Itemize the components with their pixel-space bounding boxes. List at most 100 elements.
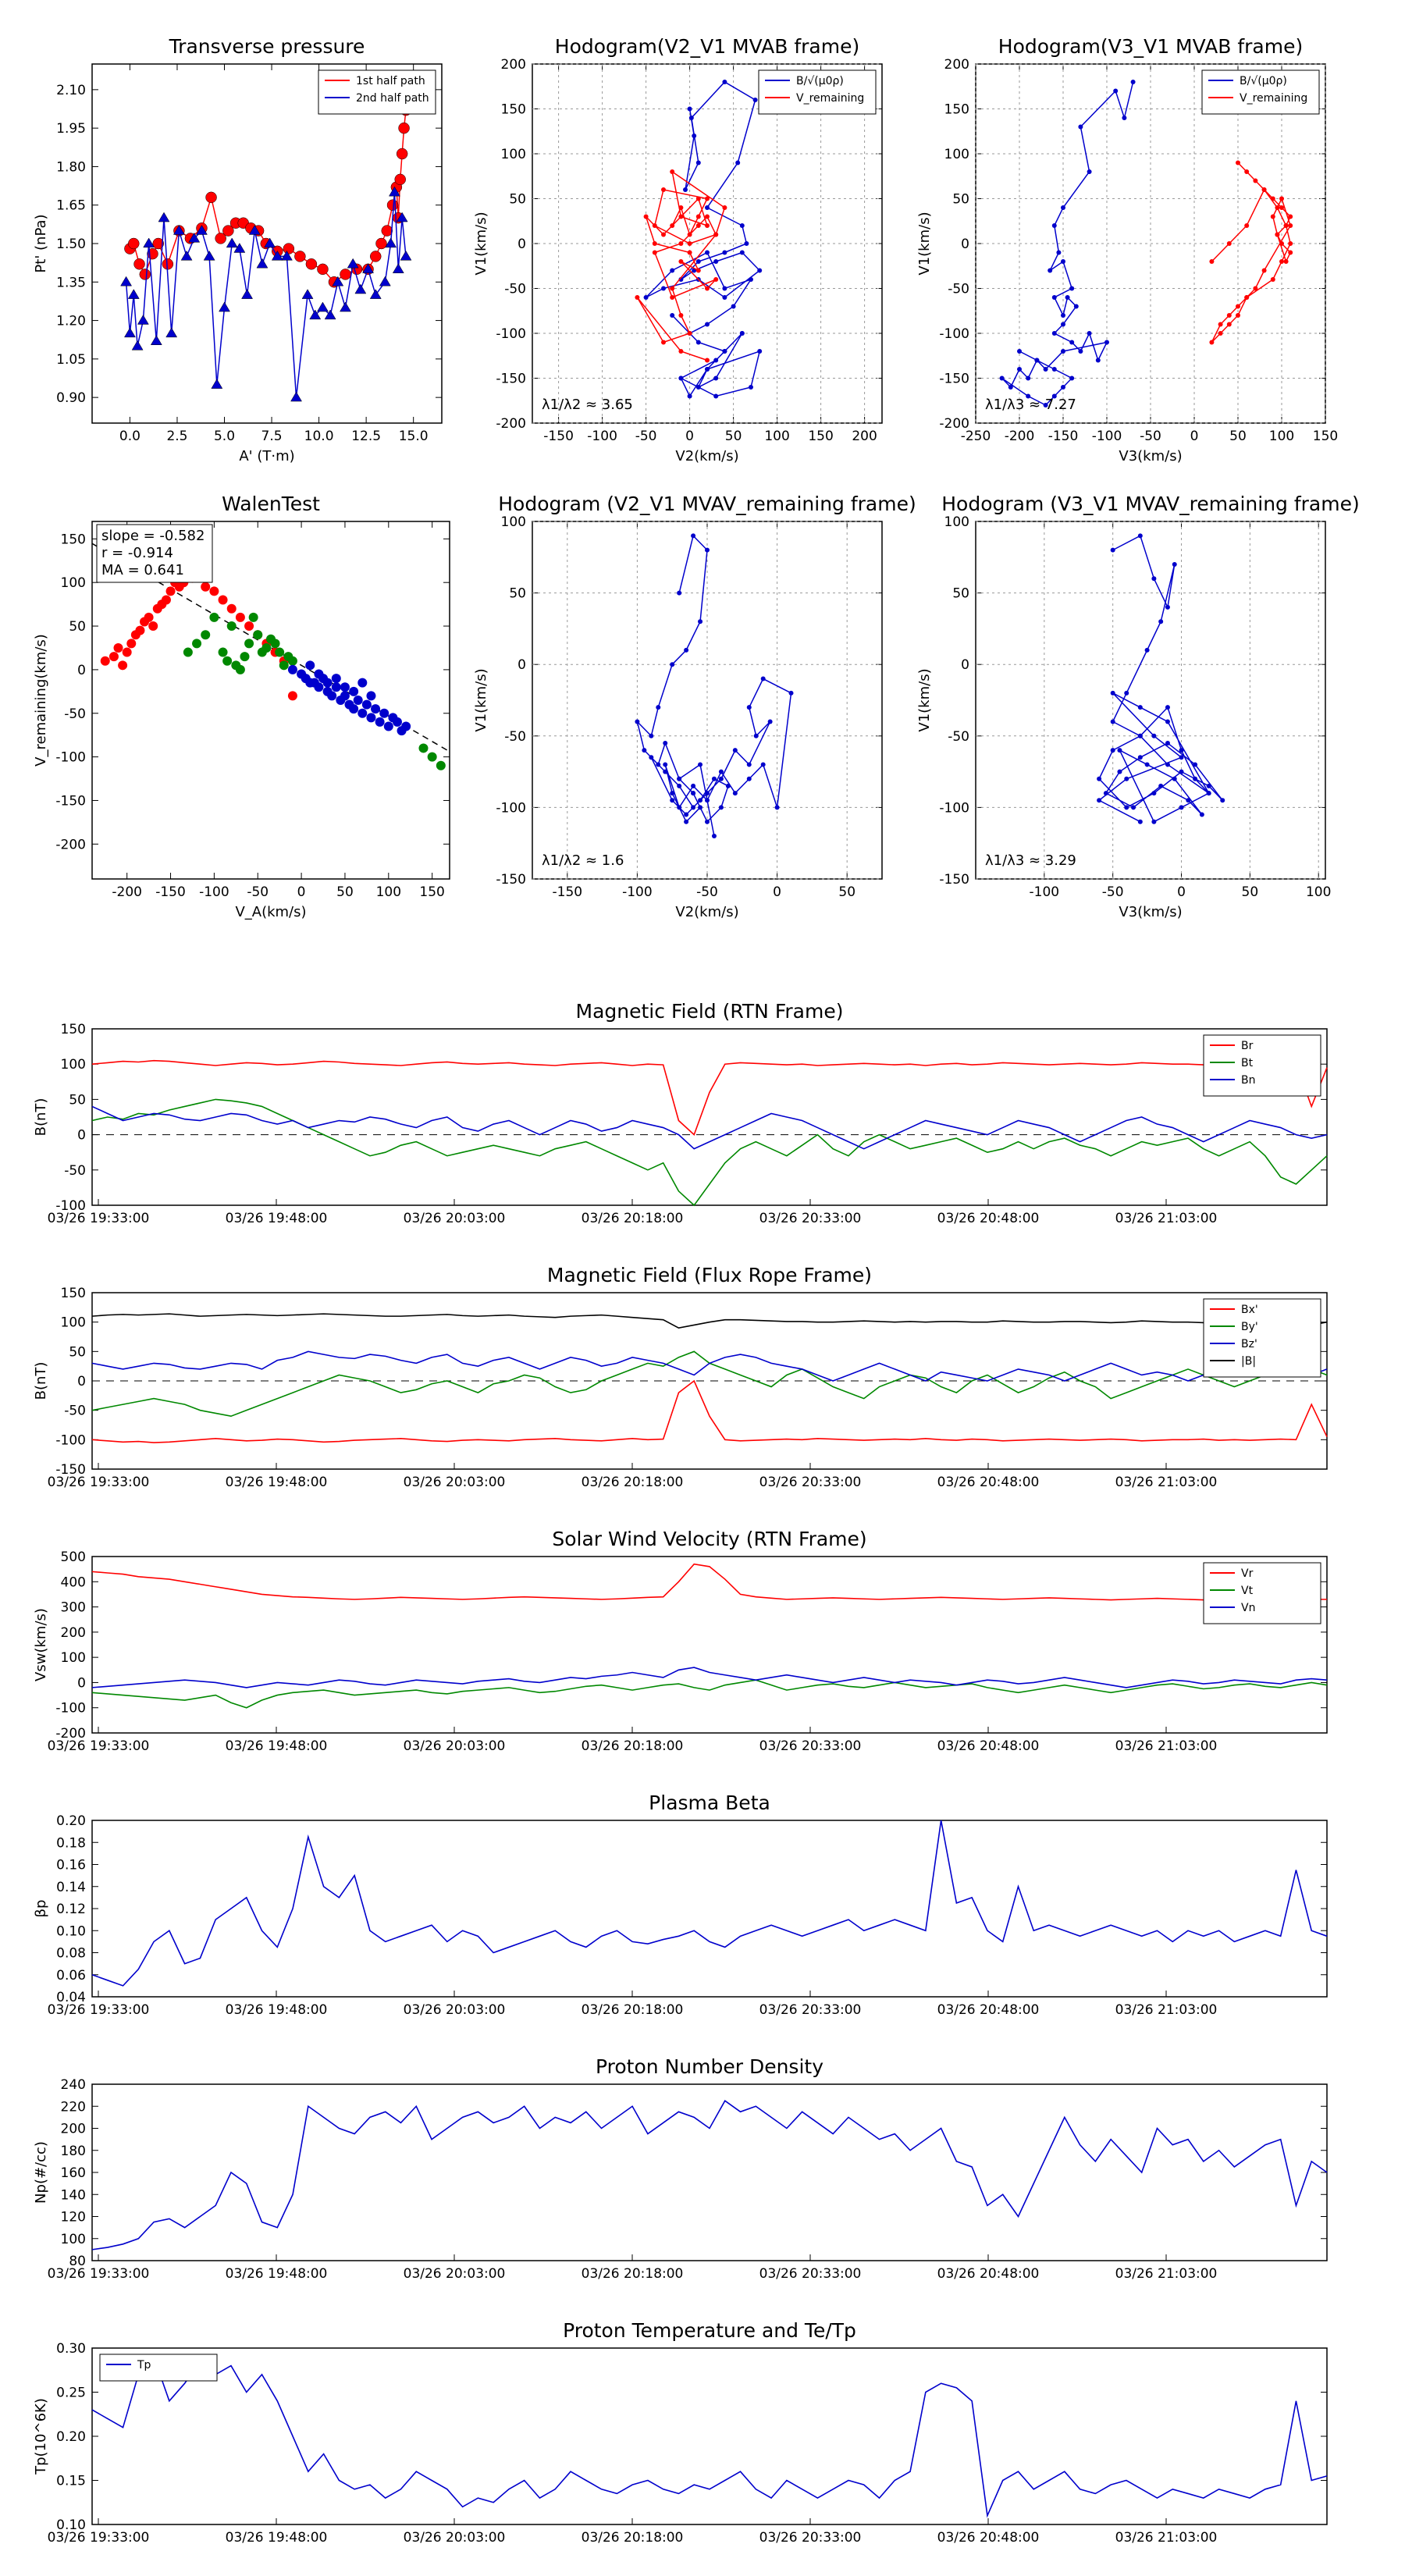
h2-point xyxy=(1078,349,1083,354)
h1-point xyxy=(687,106,692,112)
h2-point xyxy=(1061,349,1065,354)
walen-ytick-label: 100 xyxy=(61,575,86,591)
h2-point xyxy=(1061,259,1065,264)
vsw-legend-label: Vn xyxy=(1241,1602,1255,1614)
tp-xtick-label: 10.0 xyxy=(304,429,334,444)
h1-xtick-label: 150 xyxy=(808,429,833,444)
h3-point xyxy=(677,805,682,810)
h3-point xyxy=(746,776,752,781)
tp-point xyxy=(340,301,351,312)
h2-xtick-label: 150 xyxy=(1313,429,1338,444)
h1-ytick-label: 0 xyxy=(518,237,526,252)
walen-point xyxy=(287,691,297,701)
tp-point xyxy=(173,225,185,235)
h1-point xyxy=(722,295,727,300)
h3-xtick-label: 50 xyxy=(838,884,855,900)
np-xtick-label: 03/26 20:48:00 xyxy=(937,2266,1040,2282)
h4-point xyxy=(1165,604,1170,610)
h2-point xyxy=(999,375,1005,381)
h4-ylabel: V1(km/s) xyxy=(916,668,933,731)
walen-panel: WalenTest -200 -150 -100 -50 0 50 100 150 -200 -15… xyxy=(33,493,450,920)
tp-point xyxy=(219,301,230,312)
h3-point xyxy=(705,547,710,553)
walen-point xyxy=(218,647,228,657)
h2-xtick-label: -250 xyxy=(961,429,991,444)
walen-point xyxy=(148,621,158,632)
h1-point xyxy=(752,98,758,102)
vsw-ytick-label: -200 xyxy=(55,1726,86,1742)
h1-ytick-label: 100 xyxy=(501,147,526,162)
h3-xlabel: V2(km/s) xyxy=(675,904,738,920)
h4-point xyxy=(1165,740,1170,745)
walen-point xyxy=(349,704,359,714)
beta-ylabel: βp xyxy=(33,1900,49,1918)
walen-point xyxy=(240,652,250,662)
h4-annotation: λ1/λ3 ≈ 3.29 xyxy=(985,852,1076,869)
h2-series-1 xyxy=(1209,160,1293,345)
h2-point xyxy=(1244,223,1250,228)
h2-point xyxy=(1087,169,1092,174)
h4-xtick-label: -100 xyxy=(1030,884,1060,900)
h2-point xyxy=(1236,304,1240,309)
h2-point xyxy=(1209,340,1215,345)
tp-ytick-label: 1.20 xyxy=(56,314,86,329)
vsw-legend: Vr Vt Vn xyxy=(1203,1562,1321,1624)
h2-point xyxy=(1253,286,1258,291)
h4-plot-area xyxy=(1097,533,1225,824)
tp-point xyxy=(271,250,283,261)
tp-series-0 xyxy=(124,104,412,288)
h2-point xyxy=(1218,331,1223,336)
walen-ytick-label: -200 xyxy=(55,837,86,852)
walen-point xyxy=(353,696,363,705)
h1-point xyxy=(713,375,719,381)
h1-point xyxy=(688,116,694,120)
h4-title: Hodogram (V3_V1 MVAV_remaining frame) xyxy=(941,493,1360,515)
tp-point xyxy=(158,212,170,222)
vsw-ytick-label: 0 xyxy=(77,1675,86,1691)
h1-point xyxy=(722,349,727,354)
b_rtn-series-Br-line xyxy=(91,1059,1328,1136)
walen-xtick-label: -200 xyxy=(112,884,142,900)
b_fr-xtick-label: 03/26 20:18:00 xyxy=(582,1475,684,1490)
vsw-ylabel: Vsw(km/s) xyxy=(33,1608,49,1681)
vsw-ytick-label: 500 xyxy=(61,1550,86,1565)
h4-point xyxy=(1137,819,1143,824)
tp-legend-box xyxy=(318,69,436,115)
h1-point xyxy=(757,268,763,273)
h4-xtick-label: -50 xyxy=(1102,884,1124,900)
walen-point xyxy=(287,656,297,666)
tp-point xyxy=(375,237,387,250)
h3-point xyxy=(732,791,738,796)
b_rtn-xtick-label: 03/26 20:03:00 xyxy=(404,1211,506,1226)
h1-point xyxy=(739,223,745,228)
h4-point xyxy=(1179,748,1184,753)
h1-point xyxy=(652,241,657,246)
walen-point xyxy=(279,660,289,671)
h1-point xyxy=(713,232,719,237)
h3-plot-area xyxy=(635,533,794,839)
h1-point xyxy=(670,223,675,228)
tp-ytick-label: 1.80 xyxy=(56,159,86,175)
np-ylabel: Np(#/cc) xyxy=(33,2141,49,2204)
h2-point xyxy=(1034,358,1040,363)
h2-legend: B/√(μ0ρ) V_remaining xyxy=(1201,69,1320,115)
walen-stats-line: slope = -0.582 xyxy=(101,528,205,544)
tp-point xyxy=(222,225,234,237)
h3-point xyxy=(649,733,654,738)
h1-xlabel: V2(km/s) xyxy=(675,448,738,464)
h2-point xyxy=(1051,393,1057,399)
h1-xtick-label: 200 xyxy=(852,429,877,444)
tp-point xyxy=(305,258,318,270)
h2-ytick-label: 50 xyxy=(952,192,969,208)
tp2-xtick-label: 03/26 21:03:00 xyxy=(1115,2530,1218,2546)
h1-point xyxy=(713,393,719,399)
tp-point xyxy=(385,237,397,248)
h3-point xyxy=(711,834,717,839)
h2-point xyxy=(1104,340,1109,345)
tp-point xyxy=(362,263,374,274)
h1-series-0 xyxy=(643,80,763,399)
h1-point xyxy=(687,250,692,255)
b_rtn-ytick-label: 100 xyxy=(61,1057,86,1073)
tp-point xyxy=(301,289,314,299)
h1-point xyxy=(695,223,701,228)
